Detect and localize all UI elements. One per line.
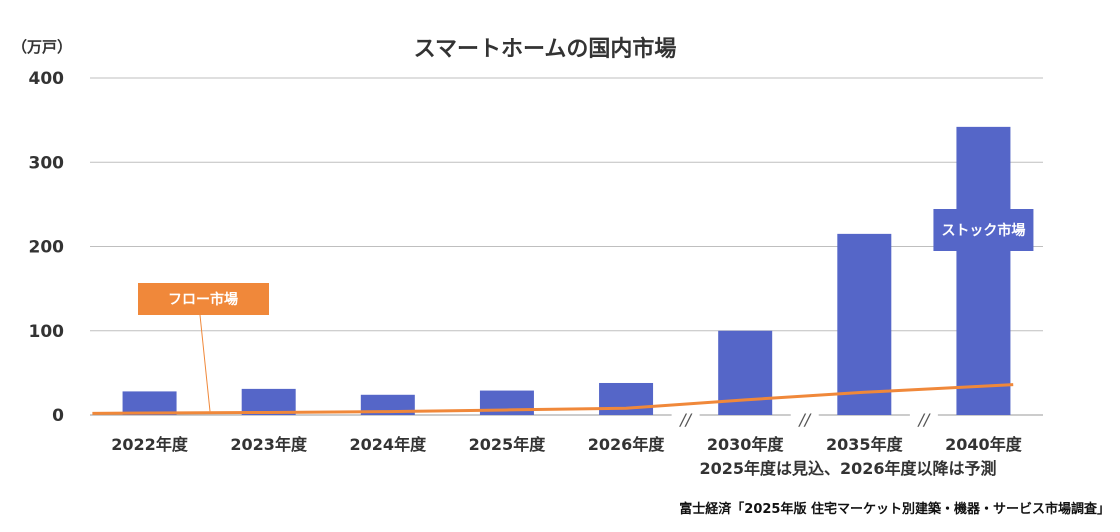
y-tick-label: 100 <box>29 322 65 342</box>
axis-break-gap <box>790 407 819 423</box>
chart-title: スマートホームの国内市場 <box>414 36 677 62</box>
stock-market-label-box <box>933 209 1034 251</box>
bar-2023年度 <box>241 388 296 415</box>
stock-bars <box>122 126 1011 416</box>
bar-2040年度 <box>956 126 1011 416</box>
bar-2026年度 <box>599 382 654 415</box>
bar-2035年度 <box>837 233 892 415</box>
x-tick-label: 2025年度 <box>469 435 547 454</box>
y-tick-label: 300 <box>29 153 65 173</box>
x-tick-label: 2035年度 <box>826 435 904 454</box>
x-tick-label: 2024年度 <box>350 435 428 454</box>
axis-break-mark: // <box>797 410 811 429</box>
x-tick-label: 2023年度 <box>230 435 308 454</box>
bar-2022年度 <box>122 391 177 415</box>
flow-market-label: フロー市場 <box>168 291 238 308</box>
axis-breaks: // // // <box>671 407 938 429</box>
flow-market-label-box <box>138 283 269 315</box>
axis-break-gap <box>671 407 700 423</box>
stock-market-label: ストック市場 <box>941 222 1025 239</box>
x-tick-labels: 2022年度 2023年度 2024年度 2025年度 2026年度 2030年度 2035… <box>111 435 1022 454</box>
y-tick-labels: 0 100 200 300 400 <box>29 69 65 426</box>
forecast-note: 2025年度は見込、2026年度以降は予測 <box>699 459 996 478</box>
axis-break-mark: // <box>916 410 930 429</box>
flow-market-leader <box>199 314 211 412</box>
x-tick-label: 2040年度 <box>945 435 1023 454</box>
source-credit: 富士経済「2025年版 住宅マーケット別建築・機器・サービス市場調査」 <box>679 501 1110 517</box>
flow-line <box>92 383 1014 415</box>
x-tick-label: 2030年度 <box>707 435 785 454</box>
y-axis-unit: （万戸） <box>12 38 72 56</box>
x-tick-label: 2026年度 <box>588 435 666 454</box>
axis-break-gap <box>909 407 938 423</box>
axis-break-mark: // <box>678 410 692 429</box>
x-tick-label: 2022年度 <box>111 435 189 454</box>
y-tick-label: 200 <box>29 238 65 258</box>
gridlines <box>90 77 1043 416</box>
y-tick-label: 400 <box>29 69 65 89</box>
flow-line-path <box>92 383 1014 415</box>
y-tick-label: 0 <box>52 406 64 426</box>
